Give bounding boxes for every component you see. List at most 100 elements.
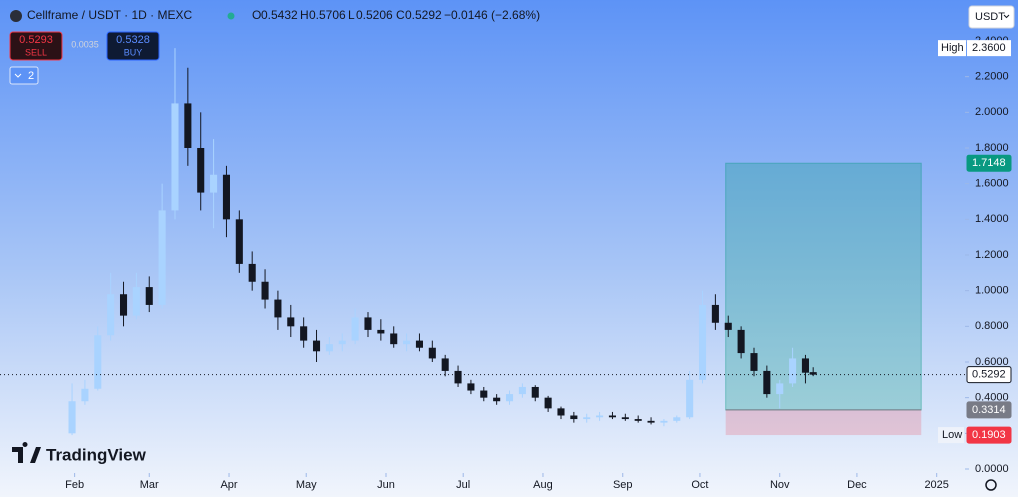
candle-body: [570, 415, 578, 420]
candle-body: [68, 401, 76, 434]
candle-body: [274, 299, 282, 318]
market-status: [227, 12, 235, 20]
candle-body: [158, 210, 166, 305]
candle-body: [673, 417, 681, 421]
candle-body: [801, 358, 809, 373]
candle-body: [287, 317, 295, 327]
ohlc-change: −0.0146 (−2.68%): [444, 8, 540, 22]
ohlc-open: 0.5432: [261, 8, 298, 22]
sell-button[interactable]: [9, 31, 63, 61]
y-tick-label: 2.2000: [975, 71, 1009, 83]
candle-body: [81, 388, 89, 402]
candle-body: [171, 103, 179, 211]
candle-body: [583, 417, 591, 420]
x-tick-label: Jun: [377, 479, 395, 491]
candle-body: [300, 326, 308, 341]
candle-body: [261, 281, 269, 300]
spread: 0.0035: [71, 39, 99, 49]
last-price-label: 0.5292: [972, 369, 1006, 381]
low-marker-label: Low: [942, 429, 962, 441]
candle-body: [809, 372, 817, 375]
buy-label: BUY: [124, 47, 143, 57]
indicator-toggle[interactable]: [9, 66, 39, 85]
candle-body: [222, 174, 230, 220]
y-tick-label: 2.0000: [975, 106, 1009, 118]
high-marker-label: High: [941, 42, 964, 54]
brand-logo: TradingView: [12, 442, 147, 464]
indicator-count: 2: [28, 70, 34, 82]
x-tick-label: Apr: [220, 479, 237, 491]
candle-body: [390, 333, 398, 345]
chevron-icon: [1003, 14, 1010, 19]
buy-price: 0.5328: [116, 34, 150, 46]
candle-body: [711, 304, 719, 323]
candle-body: [235, 219, 243, 264]
symbol-icon: [10, 10, 22, 22]
x-tick-label: Dec: [847, 479, 867, 491]
x-tick-label: May: [296, 479, 317, 491]
settings-button[interactable]: [985, 479, 997, 491]
symbol-title: Cellframe / USDT · 1D · MEXC: [27, 8, 192, 22]
y-tick-label: 0.0000: [975, 463, 1009, 475]
candle-body: [596, 415, 604, 418]
entry-price-label: 0.3314: [972, 404, 1006, 416]
candle-body: [454, 370, 462, 384]
candle-body: [145, 287, 153, 305]
y-tick-label: 1.2000: [975, 249, 1009, 261]
candle-body: [325, 344, 333, 352]
x-tick-label: Aug: [533, 479, 553, 491]
candle-body: [776, 383, 784, 395]
candle-body: [518, 386, 526, 395]
candle-body: [480, 390, 488, 398]
candle-body: [107, 294, 115, 336]
candle-body: [724, 322, 732, 330]
y-tick-label: 1.8000: [975, 142, 1009, 154]
target-price-label: 1.7148: [972, 157, 1006, 169]
candle-body: [428, 347, 436, 359]
ohlc-letter: H: [300, 8, 309, 22]
logo-mark: [12, 442, 41, 463]
candle-body: [184, 103, 192, 148]
candle-body: [493, 397, 501, 402]
position-target-zone: [725, 162, 922, 411]
candle-body: [119, 294, 128, 316]
candle-body: [338, 340, 346, 345]
candle-body: [415, 340, 423, 348]
y-tick-label: 1.0000: [975, 285, 1009, 297]
ohlc-low: 0.5206: [356, 8, 393, 22]
y-tick-label: 1.4000: [975, 213, 1009, 225]
last-price-label-bg: [966, 366, 1012, 384]
x-tick-label: Oct: [691, 479, 708, 491]
high-marker-bg: [938, 40, 966, 57]
low-marker-bg: [938, 427, 964, 444]
ohlc-letter: L: [348, 8, 355, 22]
candle-body: [557, 408, 565, 416]
y-tick-label: 0.6000: [975, 356, 1009, 368]
candle-body: [248, 263, 256, 282]
y-tick-label: 0.8000: [975, 320, 1009, 332]
currency-select[interactable]: [968, 5, 1015, 29]
x-tick-label: Sep: [613, 479, 633, 491]
candle-body: [441, 358, 449, 371]
x-tick-label: Mar: [140, 479, 159, 491]
candle-body: [132, 287, 140, 316]
x-tick-label: 2025: [924, 479, 948, 491]
ohlc-letter: C: [396, 8, 405, 22]
candle-body: [634, 419, 642, 421]
x-tick-label: Jul: [456, 479, 470, 491]
candle-body: [660, 420, 668, 423]
candle-body: [686, 379, 694, 418]
candle-body: [467, 383, 475, 391]
candle-body: [197, 148, 205, 193]
chevron-icon: [14, 73, 22, 78]
high-price-bg: [967, 40, 1011, 57]
ohlc-letter: O: [252, 8, 261, 22]
buy-button[interactable]: [106, 31, 160, 61]
candle-body: [312, 340, 321, 352]
candle-body: [377, 329, 385, 334]
position-stop-zone: [725, 409, 922, 436]
candle-body: [351, 317, 359, 341]
entry-price-label-bg: [966, 401, 1012, 419]
candle-body: [737, 329, 745, 354]
